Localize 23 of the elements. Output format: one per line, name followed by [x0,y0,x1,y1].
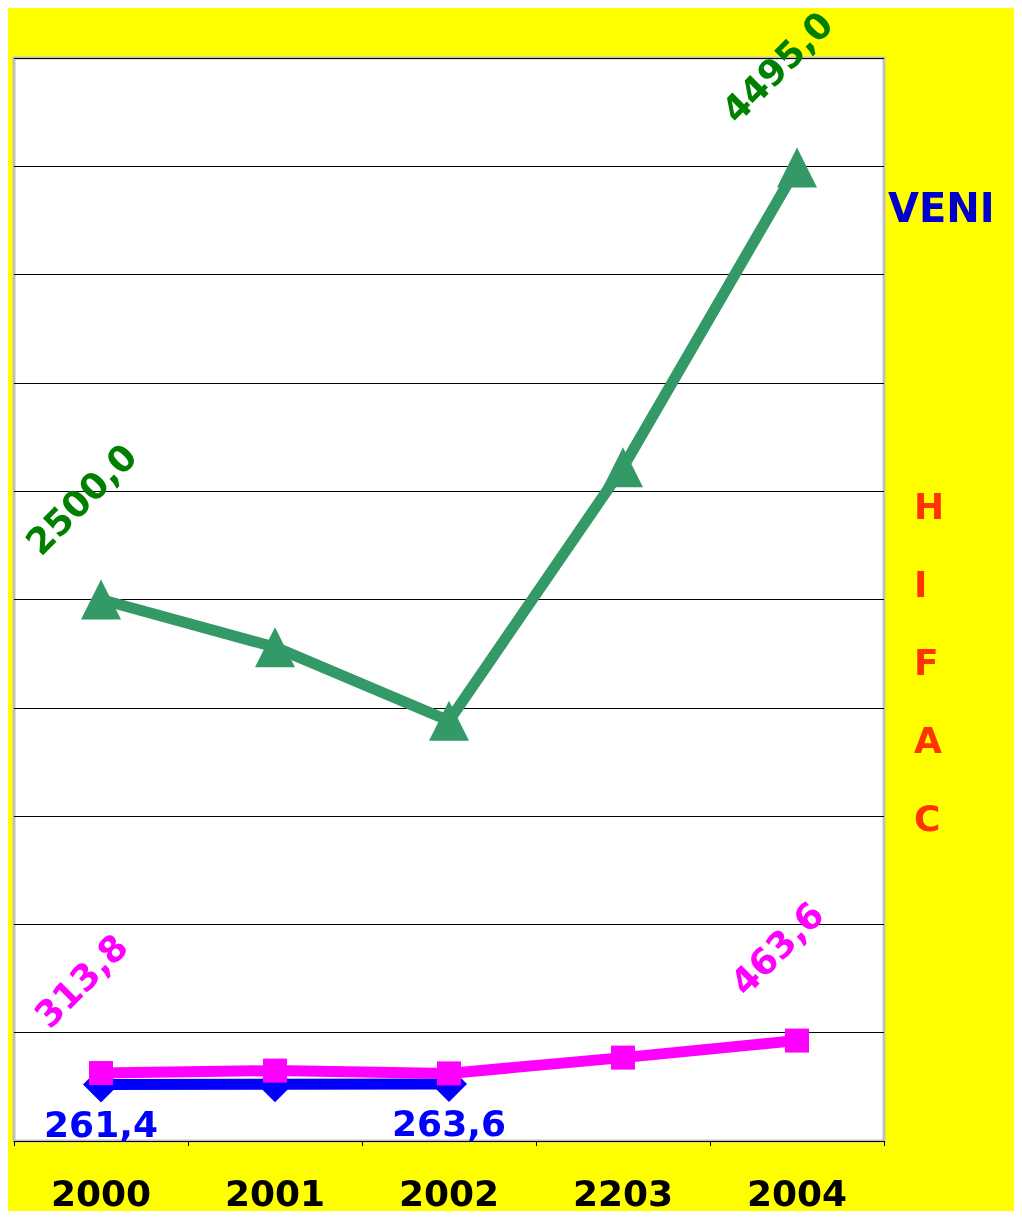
point [611,1045,635,1070]
text: H [914,485,945,527]
point [437,1061,461,1086]
x-tick-label: 2000 [50,1172,152,1214]
text: VENI [888,185,995,231]
point [255,627,295,668]
data-label: 261,4 [44,1103,158,1145]
point [429,700,469,741]
text: C [914,797,941,839]
text: F [914,641,939,683]
x-tick-label: 2001 [224,1172,326,1214]
point [89,1061,113,1086]
point [263,1058,287,1083]
x-tick-label: 2004 [746,1172,848,1214]
point [777,147,817,188]
x-tick-label: 2203 [572,1172,674,1214]
text: A [914,719,942,761]
point [603,447,643,488]
data-label: 263,6 [392,1103,506,1145]
text: I [914,563,928,605]
point [785,1028,809,1053]
x-tick-label: 2002 [398,1172,500,1214]
point [81,579,121,620]
